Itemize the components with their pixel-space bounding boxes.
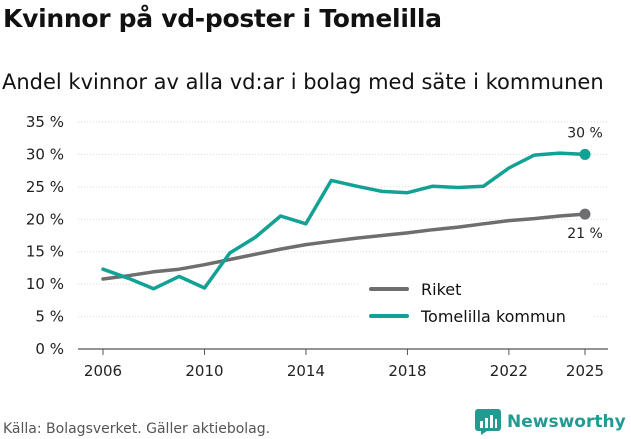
brand-name: Newsworthy (507, 412, 626, 432)
brand-logo-block: Newsworthy (475, 407, 626, 437)
legend-label-tomelilla: Tomelilla kommun (420, 307, 566, 326)
gridlines (78, 121, 608, 350)
x-tick-label-2014: 2014 (287, 362, 325, 380)
chart-subtitle: Andel kvinnor av alla vd:ar i bolag med … (2, 70, 604, 94)
legend-label-riket: Riket (421, 280, 461, 299)
y-tick-label-5: 5 % (35, 308, 64, 326)
end-label-riket: 21 % (567, 226, 603, 242)
series-line-riket (101, 212, 587, 281)
y-tick-label-30: 30 % (26, 145, 64, 163)
x-tick-label-2022: 2022 (490, 362, 528, 380)
y-tick-label-25: 25 % (26, 178, 64, 196)
chart-title: Kvinnor på vd-poster i Tomelilla (3, 4, 442, 33)
legend-background (360, 272, 592, 334)
series-line-tomelilla (101, 151, 587, 291)
y-tick-label-15: 15 % (26, 243, 64, 261)
line-chart: 0 %5 %10 %15 %20 %25 %30 %35 % 2006 2010 2… (26, 113, 608, 380)
end-label-tomelilla: 30 % (567, 125, 603, 141)
y-tick-label-10: 10 % (26, 275, 64, 293)
y-tick-label-0: 0 % (35, 340, 64, 358)
x-axis-ticks: 2006 2010 2014 2018 2022 2025 (84, 349, 604, 380)
series-lines (101, 151, 587, 291)
x-tick-label-2006: 2006 (84, 362, 122, 380)
x-tick-label-2010: 2010 (185, 362, 223, 380)
x-tick-label-2018: 2018 (388, 362, 426, 380)
end-point-tomelilla (579, 148, 591, 160)
series-end-markers: 21 % 30 % (567, 125, 603, 242)
x-tick-label-2025: 2025 (566, 362, 604, 380)
source-note: Källa: Bolagsverket. Gäller aktiebolag. (3, 421, 271, 437)
y-axis-ticks: 0 % 5 % 10 % 15 % 20 % 25 % 30 % 35 % (26, 113, 64, 358)
y-tick-label-20: 20 % (26, 210, 64, 228)
legend: Riket Tomelilla kommun (360, 272, 592, 334)
y-tick-label-35: 35 % (26, 113, 64, 131)
end-point-riket (579, 208, 591, 220)
newsworthy-logo-icon (475, 409, 501, 435)
